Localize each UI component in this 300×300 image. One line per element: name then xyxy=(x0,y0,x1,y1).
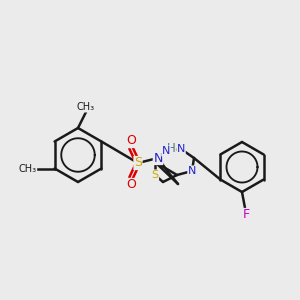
Text: CH₃: CH₃ xyxy=(19,164,37,173)
Text: S: S xyxy=(134,157,142,169)
Text: S: S xyxy=(152,170,159,180)
Text: N: N xyxy=(162,146,170,156)
Text: CH₃: CH₃ xyxy=(77,102,95,112)
Text: O: O xyxy=(126,178,136,191)
Text: H: H xyxy=(167,142,176,155)
Text: N: N xyxy=(177,144,185,154)
Text: N: N xyxy=(153,152,163,164)
Text: O: O xyxy=(126,134,136,148)
Text: N: N xyxy=(188,166,196,176)
Text: F: F xyxy=(242,208,250,221)
